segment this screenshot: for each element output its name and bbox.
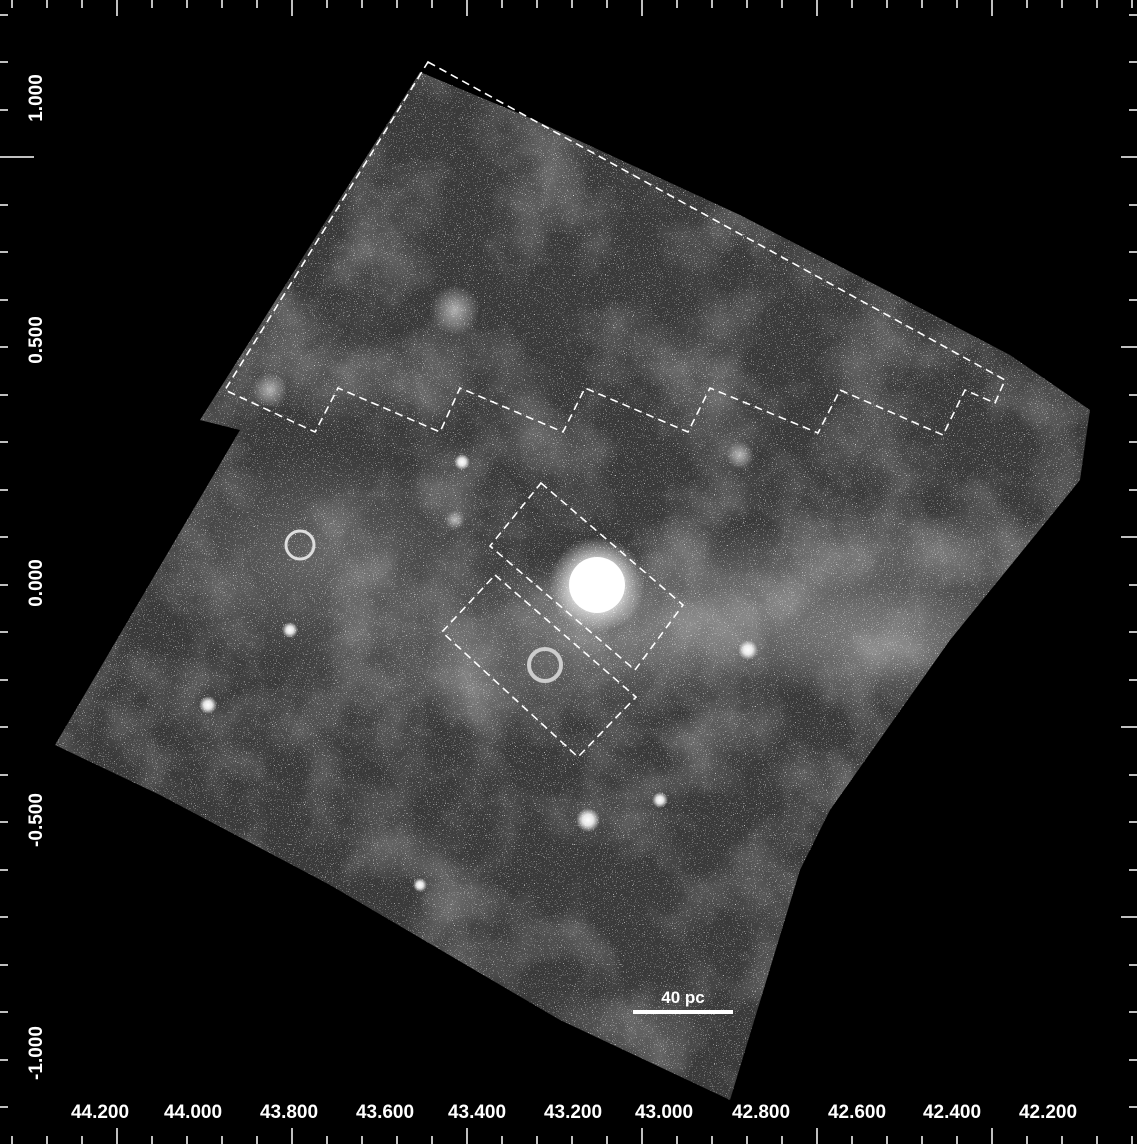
bubble-ring (284, 529, 316, 561)
x-tick-label: 43.400 (448, 1102, 506, 1123)
x-tick-label: 44.200 (71, 1102, 129, 1123)
y-tick-label: 0.000 (26, 559, 47, 607)
x-axis-labels: 44.200 44.000 43.800 43.600 43.400 43.20… (71, 1102, 1077, 1123)
central-box-outline-upper (488, 481, 685, 672)
x-tick-label: 43.600 (356, 1102, 414, 1123)
y-tick-label: -0.500 (26, 793, 47, 847)
dashed-region-outlines (223, 60, 1007, 759)
x-tick-label: 42.800 (732, 1102, 790, 1123)
left-ticks (0, 14, 34, 1108)
scale-bar-label: 40 pc (661, 988, 704, 1007)
y-tick-label: 1.000 (26, 74, 47, 122)
x-tick-label: 43.200 (544, 1102, 602, 1123)
y-axis-labels: 1.000 0.500 0.000 -0.500 -1.000 (26, 74, 47, 1080)
y-tick-label: -1.000 (26, 1026, 47, 1080)
scale-bar: 40 pc (633, 988, 733, 1014)
top-ticks (11, 0, 1133, 16)
x-tick-label: 42.400 (923, 1102, 981, 1123)
central-box-outline-lower (440, 573, 638, 759)
y-tick-label: 0.500 (26, 316, 47, 364)
right-ticks (1121, 14, 1137, 1108)
northern-survey-region-outline (223, 60, 1007, 437)
x-tick-label: 42.200 (1019, 1102, 1077, 1123)
x-tick-label: 44.000 (164, 1102, 222, 1123)
x-tick-label: 42.600 (828, 1102, 886, 1123)
x-tick-label: 43.800 (260, 1102, 318, 1123)
x-tick-label: 43.000 (635, 1102, 693, 1123)
bottom-ticks (11, 1128, 1133, 1144)
